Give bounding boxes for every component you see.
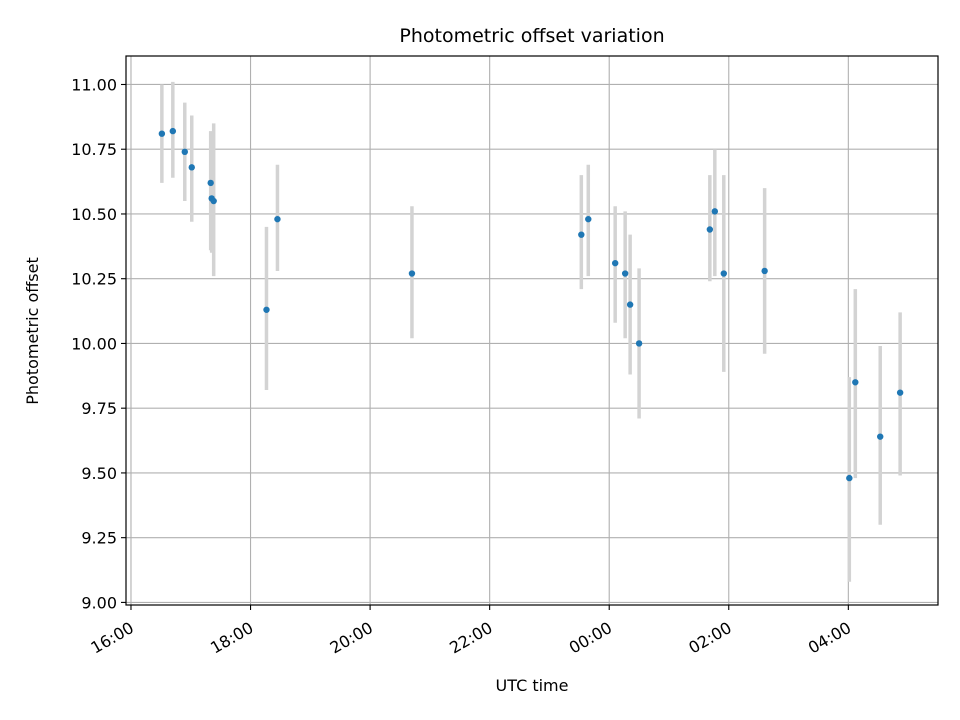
y-tick-label: 11.00: [71, 75, 117, 94]
data-point: [181, 148, 188, 156]
x-tick-label: 20:00: [327, 618, 376, 658]
data-point: [896, 389, 904, 396]
y-tick-label: 9.75: [81, 399, 117, 418]
x-tick-label: 16:00: [88, 618, 137, 658]
data-point: [711, 208, 719, 215]
data-point: [621, 270, 629, 277]
data-point: [169, 127, 177, 135]
y-tick-label: 10.75: [71, 140, 117, 159]
data-point: [877, 433, 884, 440]
y-tick-label: 10.50: [71, 205, 117, 224]
y-tick-label: 9.25: [81, 529, 117, 548]
data-point: [207, 179, 214, 187]
y-tick-label: 10.00: [71, 334, 117, 353]
x-tick-label: 22:00: [446, 618, 495, 658]
data-point: [761, 267, 768, 275]
y-axis: 9.00 9.25 9.50 9.75 10.00 10.25 10.50 10.75 11.0…: [71, 75, 126, 612]
x-tick-label: 18:00: [207, 618, 256, 658]
y-tick-label: 9.00: [81, 593, 117, 612]
y-tick-label: 9.50: [81, 464, 117, 483]
y-axis-title: Photometric offset: [23, 257, 42, 405]
data-point: [635, 340, 643, 347]
y-tick-label: 10.25: [71, 270, 117, 289]
data-point: [158, 130, 166, 137]
data-point: [188, 164, 195, 171]
x-axis-title: UTC time: [496, 676, 569, 695]
data-point: [846, 474, 853, 482]
chart-title: Photometric offset variation: [399, 25, 664, 47]
data-point: [578, 231, 585, 238]
plot-frame: [125, 55, 939, 606]
data-point: [626, 301, 634, 308]
x-tick-label: 00:00: [566, 618, 615, 658]
data-point: [408, 270, 416, 277]
data-point: [274, 215, 281, 223]
x-tick-label: 04:00: [805, 618, 854, 658]
x-axis: 16:00 18:00 20:00 22:00 00:00 02:00 04:00: [88, 605, 854, 658]
grid: [126, 56, 938, 605]
x-tick-label: 02:00: [685, 618, 734, 658]
data-point: [585, 215, 592, 223]
data-points: [158, 127, 904, 482]
data-point: [706, 226, 714, 233]
data-point: [611, 259, 619, 267]
data-point: [852, 379, 859, 386]
errorbars: [160, 81, 902, 582]
data-point: [720, 270, 727, 277]
data-point: [210, 197, 217, 205]
data-point: [263, 306, 270, 313]
